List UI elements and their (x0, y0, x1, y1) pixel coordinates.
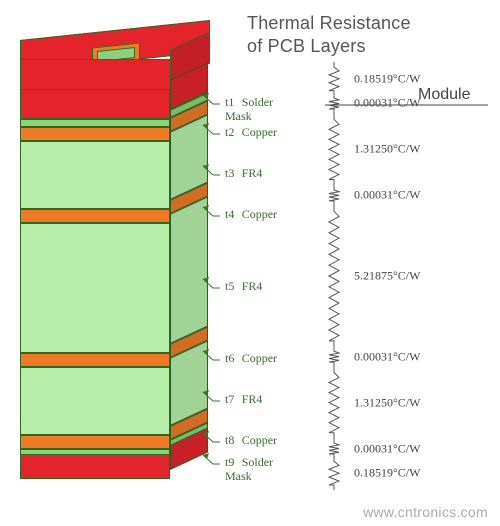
layer-label-t8: t8 Copper (225, 434, 277, 448)
diagram-stage: Thermal Resistanceof PCB Layers Module w… (0, 0, 500, 526)
layer-label-t5: t5 FR4 (225, 280, 262, 294)
layer-label-t9: t9 SolderMask (225, 456, 273, 484)
layer-label-t3: t3 FR4 (225, 167, 262, 181)
thermal-resistance-t8: 0.00031°C/W (324, 441, 484, 457)
watermark-text: www.cntronics.com (363, 504, 488, 520)
layer-label-t2: t2 Copper (225, 126, 277, 140)
layer-t5 (20, 223, 208, 353)
thermal-resistance-t1: 0.18519°C/W (324, 62, 484, 96)
thermal-resistance-t2: 0.00031°C/W (324, 96, 484, 112)
pcb-stack-3d (20, 40, 208, 470)
thermal-resistance-t3: 1.31250°C/W (324, 111, 484, 187)
diagram-title: Thermal Resistanceof PCB Layers (247, 12, 411, 57)
layer-label-t1: t1 SolderMask (225, 96, 273, 124)
layer-label-t4: t4 Copper (225, 208, 277, 222)
separator-bottom (20, 449, 208, 455)
thermal-resistance-t7: 1.31250°C/W (324, 365, 484, 441)
thermal-resistance-t6: 0.00031°C/W (324, 349, 484, 365)
layer-label-t7: t7 FR4 (225, 393, 262, 407)
thermal-resistance-t4: 0.00031°C/W (324, 187, 484, 203)
resistor-column: 0.18519°C/W0.00031°C/W1.31250°C/W0.00031… (324, 62, 484, 492)
thermal-resistance-t5: 5.21875°C/W (324, 203, 484, 349)
layer-label-t6: t6 Copper (225, 352, 277, 366)
thermal-resistance-t9: 0.18519°C/W (324, 456, 484, 490)
